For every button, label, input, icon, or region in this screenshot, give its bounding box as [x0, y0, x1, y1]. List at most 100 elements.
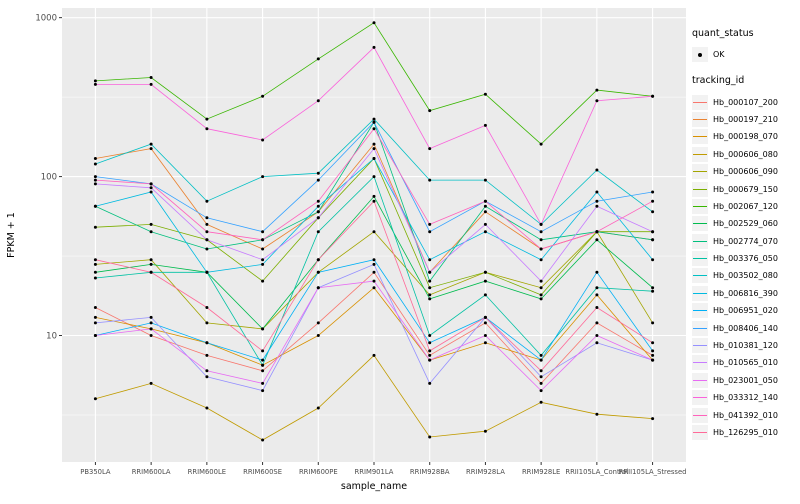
- legend-label: Hb_002774_070: [713, 236, 778, 246]
- data-points: [93, 21, 655, 442]
- data-point: [539, 353, 543, 357]
- legend-label: OK: [713, 50, 725, 60]
- data-point: [93, 162, 97, 166]
- y-axis-title: FPKM + 1: [6, 212, 17, 258]
- legend-item-Hb_000606_080: Hb_000606_080: [692, 146, 800, 163]
- data-point: [539, 279, 543, 283]
- legend-item-Hb_000107_200: Hb_000107_200: [692, 93, 800, 110]
- data-point: [372, 258, 376, 262]
- axes: 10 100 1000 PB350LA RRIM600LA RRIM600LE RRIM60…: [6, 13, 686, 492]
- data-point: [428, 270, 432, 274]
- data-point: [316, 286, 320, 290]
- y-tick-label: 100: [41, 172, 57, 182]
- data-point: [149, 76, 153, 79]
- line-key-icon: [692, 198, 708, 214]
- data-point: [372, 194, 376, 198]
- data-point: [428, 258, 432, 262]
- data-point: [428, 293, 432, 297]
- legend-label: Hb_000679_150: [713, 184, 778, 194]
- data-point: [651, 353, 655, 357]
- data-point: [93, 225, 97, 229]
- data-point: [149, 262, 153, 266]
- data-point: [483, 279, 487, 283]
- legend-item-Hb_002529_060: Hb_002529_060: [692, 215, 800, 232]
- data-point: [316, 321, 320, 325]
- data-point: [261, 381, 265, 385]
- data-point: [93, 175, 97, 179]
- data-point: [261, 262, 265, 266]
- data-point: [261, 358, 265, 362]
- legend: quant_status OK tracking_id Hb_000107_20…: [692, 28, 800, 453]
- data-point: [149, 230, 153, 234]
- data-point: [205, 306, 209, 309]
- data-point: [539, 238, 543, 242]
- data-point: [483, 199, 487, 203]
- data-point: [372, 117, 376, 121]
- data-point: [483, 341, 487, 345]
- data-point: [483, 222, 487, 226]
- data-point: [539, 297, 543, 301]
- data-point: [261, 138, 265, 142]
- data-point: [93, 178, 97, 182]
- data-point: [149, 270, 153, 274]
- legend-items-quant-status: OK: [692, 46, 800, 63]
- data-point: [539, 247, 543, 251]
- x-tick-label: RRIM928LE: [522, 468, 560, 476]
- data-point: [93, 82, 97, 86]
- data-point: [205, 270, 209, 274]
- legend-label: Hb_006816_390: [713, 288, 778, 298]
- data-point: [93, 258, 97, 262]
- data-point: [428, 334, 432, 337]
- data-point: [261, 230, 265, 234]
- legend-label: Hb_008406_140: [713, 323, 778, 333]
- data-point: [595, 199, 599, 203]
- data-point: [651, 358, 655, 362]
- data-point: [372, 270, 376, 274]
- legend-item-Hb_002067_120: Hb_002067_120: [692, 198, 800, 215]
- line-key-icon: [692, 146, 708, 162]
- data-point: [316, 230, 320, 234]
- legend-label: Hb_003376_050: [713, 254, 778, 264]
- data-point: [149, 142, 153, 146]
- line-key-icon: [692, 407, 708, 423]
- data-point: [149, 327, 153, 331]
- data-point: [595, 334, 599, 337]
- data-point: [261, 258, 265, 262]
- data-point: [149, 182, 153, 186]
- data-point: [261, 369, 265, 373]
- legend-item-Hb_023001_050: Hb_023001_050: [692, 372, 800, 389]
- line-key-icon: [692, 285, 708, 301]
- data-point: [651, 286, 655, 290]
- line-key-icon: [692, 372, 708, 388]
- legend-label: Hb_000606_080: [713, 149, 778, 159]
- legend-item-Hb_010381_120: Hb_010381_120: [692, 337, 800, 354]
- data-point: [149, 147, 153, 151]
- data-point: [372, 45, 376, 49]
- legend-title-tracking-id: tracking_id: [692, 75, 745, 87]
- data-point: [539, 142, 543, 146]
- data-point: [651, 230, 655, 234]
- line-key-icon: [692, 390, 708, 406]
- data-point: [539, 258, 543, 262]
- data-point: [539, 286, 543, 290]
- data-point: [261, 94, 265, 98]
- data-point: [539, 400, 543, 404]
- data-point: [595, 306, 599, 309]
- data-point: [483, 204, 487, 208]
- data-point: [316, 99, 320, 103]
- data-point: [428, 286, 432, 290]
- line-key-icon: [692, 355, 708, 371]
- data-point: [428, 381, 432, 385]
- data-point: [316, 204, 320, 208]
- legend-label: Hb_010565_010: [713, 358, 778, 368]
- x-tick-label: RRIM600LE: [188, 468, 226, 476]
- data-point: [372, 147, 376, 151]
- data-point: [372, 175, 376, 179]
- legend-label: Hb_006951_020: [713, 306, 778, 316]
- data-point: [651, 417, 655, 421]
- data-point: [372, 21, 376, 25]
- legend-label: Hb_033312_140: [713, 393, 778, 403]
- data-point: [651, 349, 655, 353]
- data-point: [483, 210, 487, 214]
